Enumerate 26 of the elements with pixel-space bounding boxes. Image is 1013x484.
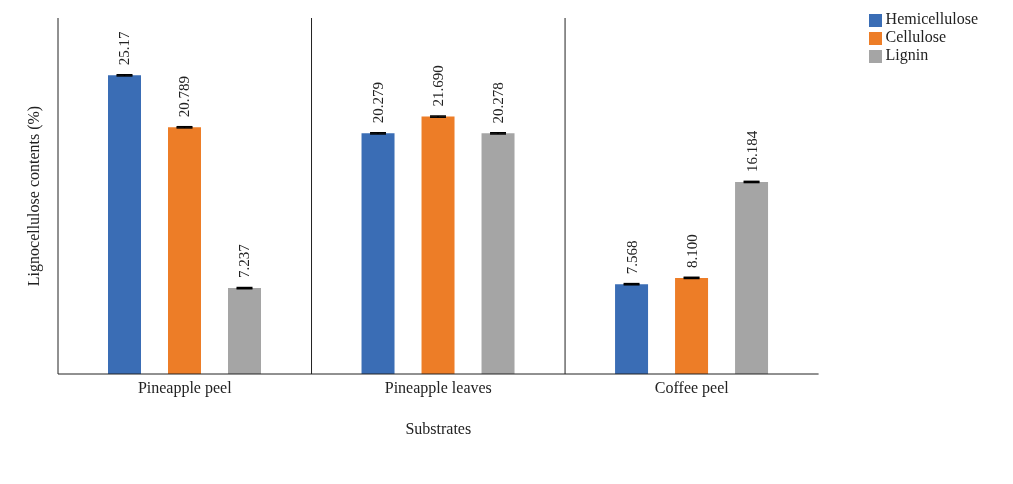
data-label: 16.184 [743,130,760,172]
x-tick-label: Pineapple leaves [384,379,492,398]
x-tick-label: Coffee peel [654,379,730,398]
legend-label: Lignin [885,46,929,63]
bar [615,284,649,374]
bar [481,133,515,374]
data-label: 20.789 [176,76,193,118]
x-tick-label: Pineapple peel [137,379,233,398]
data-label: 7.568 [623,240,640,275]
bar [361,133,395,374]
data-label: 25.17 [116,31,133,66]
data-label: 20.278 [490,82,507,124]
data-label: 8.100 [683,234,700,268]
legend-label: Hemicellulose [885,10,978,27]
legend-label: Cellulose [885,28,947,45]
bar [108,75,141,374]
bar [675,277,709,374]
bar [228,288,261,374]
data-label: 21.690 [430,65,447,107]
x-axis-title: Substrates [405,420,472,437]
bar [168,127,201,374]
data-label: 20.279 [370,82,387,124]
y-axis-title: Lignocellulose contents (%) [24,105,43,287]
data-label: 7.237 [236,243,253,279]
bar [421,116,455,374]
bar [735,181,769,374]
